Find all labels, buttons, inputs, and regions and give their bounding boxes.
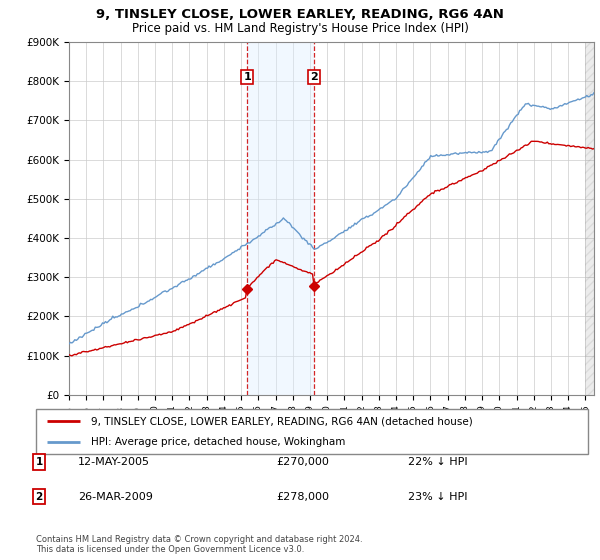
Text: Price paid vs. HM Land Registry's House Price Index (HPI): Price paid vs. HM Land Registry's House … [131, 22, 469, 35]
Text: 12-MAY-2005: 12-MAY-2005 [78, 457, 150, 467]
Text: £270,000: £270,000 [276, 457, 329, 467]
Text: 26-MAR-2009: 26-MAR-2009 [78, 492, 153, 502]
Text: 23% ↓ HPI: 23% ↓ HPI [408, 492, 467, 502]
Text: HPI: Average price, detached house, Wokingham: HPI: Average price, detached house, Woki… [91, 437, 346, 447]
Text: Contains HM Land Registry data © Crown copyright and database right 2024.
This d: Contains HM Land Registry data © Crown c… [36, 535, 362, 554]
Text: 9, TINSLEY CLOSE, LOWER EARLEY, READING, RG6 4AN (detached house): 9, TINSLEY CLOSE, LOWER EARLEY, READING,… [91, 416, 473, 426]
FancyBboxPatch shape [36, 409, 588, 454]
Text: 1: 1 [35, 457, 43, 467]
Text: 22% ↓ HPI: 22% ↓ HPI [408, 457, 467, 467]
Text: £278,000: £278,000 [276, 492, 329, 502]
Text: 9, TINSLEY CLOSE, LOWER EARLEY, READING, RG6 4AN: 9, TINSLEY CLOSE, LOWER EARLEY, READING,… [96, 8, 504, 21]
Bar [247, 42, 314, 395]
Text: 2: 2 [310, 72, 318, 82]
Bar [586, 42, 594, 395]
Text: 1: 1 [244, 72, 251, 82]
Text: 2: 2 [35, 492, 43, 502]
